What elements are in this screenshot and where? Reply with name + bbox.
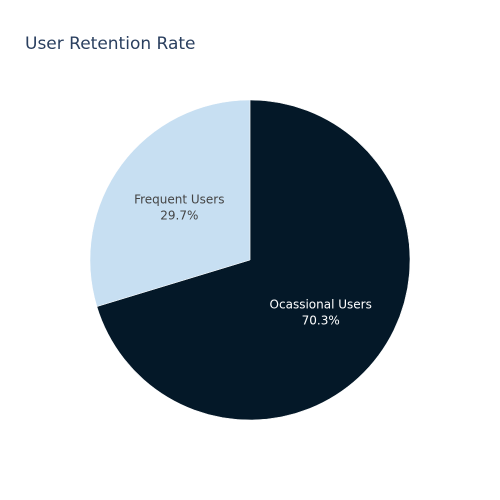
slice-percent-ocassional-users: 70.3%: [302, 313, 340, 327]
pie-slices: [89, 99, 411, 421]
slice-label-frequent-users: Frequent Users: [134, 193, 224, 207]
pie-slice-ocassional-users[interactable]: [96, 99, 411, 421]
slice-label-ocassional-users: Ocassional Users: [270, 297, 372, 311]
chart-title: User Retention Rate: [25, 34, 196, 54]
pie-labels: Ocassional Users 70.3% Frequent Users 29.7%: [134, 193, 372, 328]
pie-slice-frequent-users[interactable]: [89, 99, 251, 307]
slice-percent-frequent-users: 29.7%: [160, 209, 198, 223]
